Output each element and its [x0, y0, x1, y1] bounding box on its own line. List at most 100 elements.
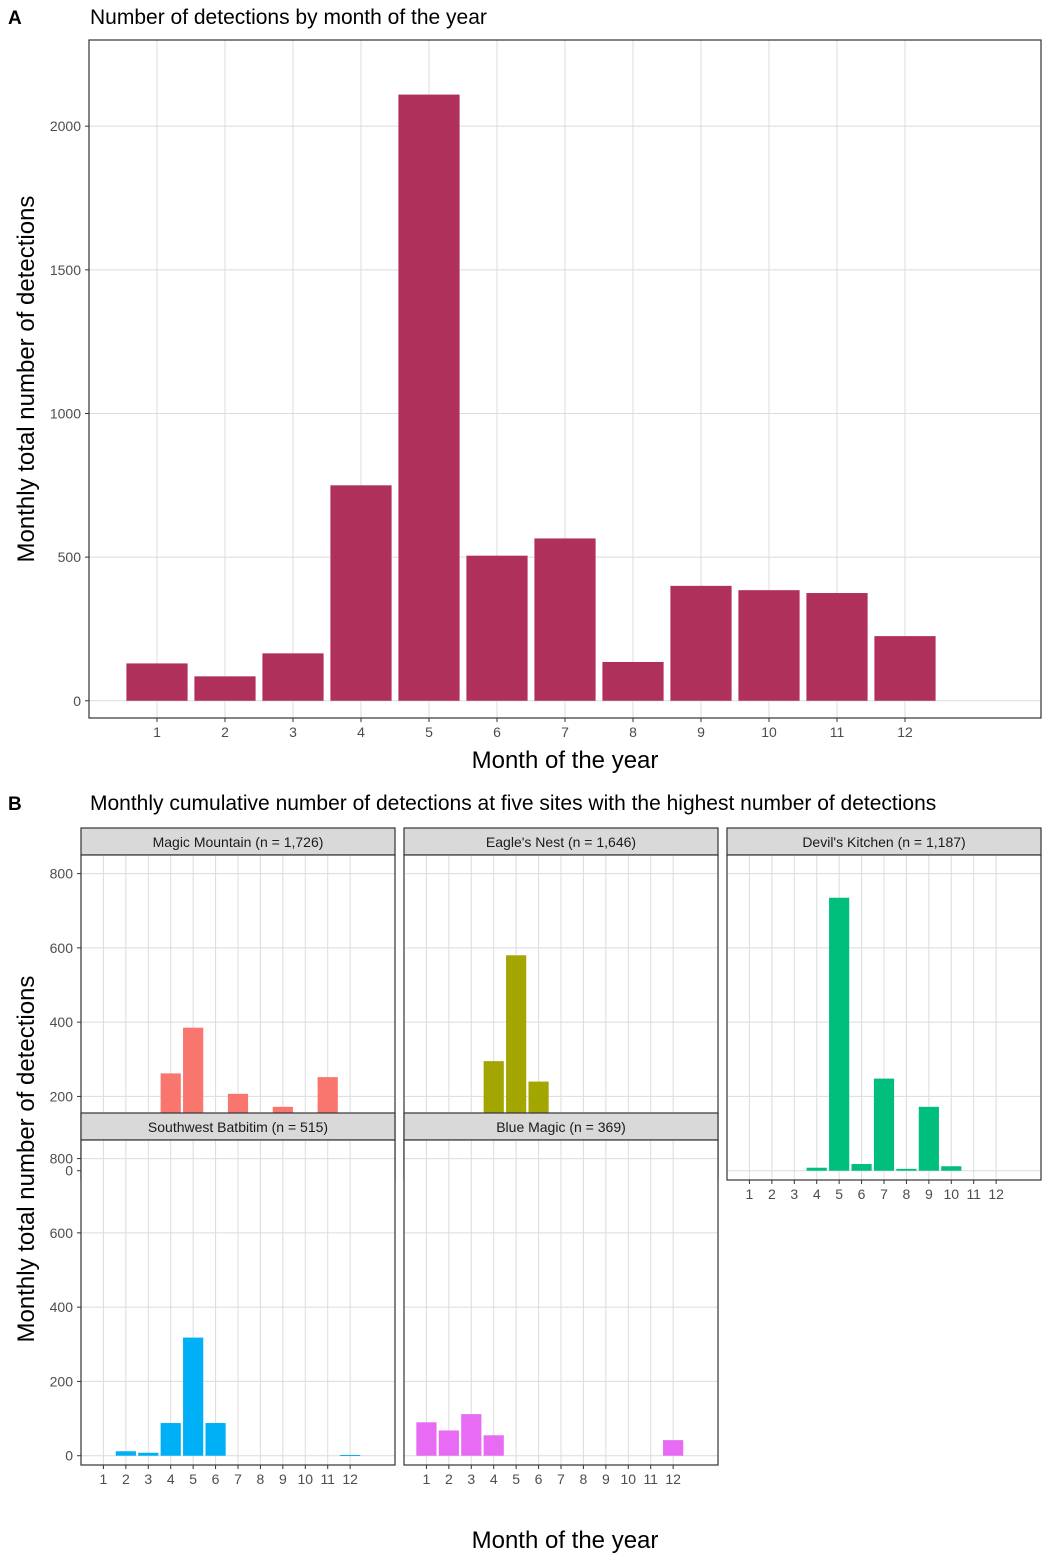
panel-b-x-axis-title: Month of the year — [472, 1527, 659, 1554]
facet-3-x-tick-label: 10 — [943, 1186, 959, 1202]
panel-a-x-tick-label: 2 — [221, 724, 229, 740]
facet-5-x-tick-label: 12 — [665, 1471, 681, 1487]
panel-a-title: Number of detections by month of the yea… — [90, 6, 487, 29]
panel-a-x-tick-label: 8 — [629, 724, 637, 740]
facet-5-x-tick-label: 3 — [467, 1471, 475, 1487]
panel-a-x-tick-label: 1 — [153, 724, 161, 740]
facet-3-x-tick-label: 5 — [835, 1186, 843, 1202]
facet-4-bar-month-6 — [205, 1423, 226, 1456]
panel-a-y-tick-label: 2000 — [50, 118, 81, 134]
facet-5-bar-month-1 — [416, 1422, 437, 1456]
facet-3-x-tick-label: 4 — [813, 1186, 821, 1202]
facet-4-x-tick-label: 4 — [167, 1471, 175, 1487]
panel-a-x-tick-label: 9 — [697, 724, 705, 740]
facet-4-x-tick-label: 11 — [320, 1471, 335, 1487]
facet-5: Blue Magic (n = 369)1 2 3 4 5 6 7 8 9 10 11 12 — [403, 1112, 719, 1487]
facet-3-bar-month-7 — [873, 1078, 895, 1171]
facet-3-bar-month-8 — [896, 1168, 917, 1171]
panel-a-bar-month-9 — [670, 585, 732, 701]
panel-a-y-tick-label: 500 — [58, 549, 82, 565]
panel-a-bar-month-4 — [330, 485, 392, 701]
facet-4-y-tick-label: 400 — [50, 1299, 74, 1315]
panel-a-x-tick-label: 5 — [425, 724, 433, 740]
panel-a-x-tick-label: 11 — [830, 724, 845, 740]
facet-1-y-tick-label: 0 — [65, 1163, 73, 1179]
facet-4-strip-label: Southwest Batbitim (n = 515) — [148, 1119, 328, 1135]
facet-3-bar-month-5 — [829, 897, 850, 1171]
facet-5-x-tick-label: 1 — [423, 1471, 431, 1487]
facet-4-y-tick-label: 600 — [50, 1225, 74, 1241]
facet-3-x-tick-label: 12 — [988, 1186, 1004, 1202]
facet-4: Southwest Batbitim (n = 515)020040060080… — [50, 1112, 396, 1487]
facet-4-bar-month-12 — [340, 1454, 361, 1456]
panel-b-label: B — [8, 794, 22, 815]
facet-1-y-tick-label: 600 — [50, 940, 74, 956]
facet-4-y-tick-label: 800 — [50, 1151, 74, 1167]
facet-5-x-tick-label: 5 — [512, 1471, 520, 1487]
panel-a-x-axis-title: Month of the year — [472, 747, 659, 774]
facet-4-bar-month-4 — [160, 1423, 181, 1456]
facet-1-y-tick-label: 800 — [50, 866, 74, 882]
panel-a-y-tick-label: 1000 — [50, 405, 81, 421]
facet-5-x-tick-label: 10 — [620, 1471, 636, 1487]
panel-a-x-tick-label: 6 — [493, 724, 501, 740]
panel-a-bar-month-5 — [398, 94, 460, 701]
panel-a-x-tick-label: 10 — [761, 724, 777, 740]
facet-3-x-tick-label: 11 — [966, 1186, 981, 1202]
facet-5-bar-month-2 — [438, 1430, 459, 1456]
facet-4-y-tick-label: 200 — [50, 1373, 74, 1389]
facet-3-x-tick-label: 1 — [746, 1186, 754, 1202]
panel-a-bar-month-12 — [874, 636, 936, 701]
panel-a-y-axis-title: Monthly total number of detections — [13, 196, 40, 563]
panel-a-x-tick-label: 3 — [289, 724, 297, 740]
facet-5-bar-month-4 — [483, 1435, 504, 1456]
facet-4-x-tick-label: 5 — [189, 1471, 197, 1487]
panel-a-bar-month-7 — [534, 538, 596, 701]
facet-5-x-tick-label: 4 — [490, 1471, 498, 1487]
facet-4-y-tick-label: 0 — [65, 1448, 73, 1464]
facet-1-y-tick-label: 400 — [50, 1014, 74, 1030]
facet-3-x-tick-label: 6 — [858, 1186, 866, 1202]
panel-b-facets: Magic Mountain (n = 1,726) 0 200 400 600 800 E… — [50, 827, 1042, 1487]
facet-4-x-tick-label: 10 — [297, 1471, 313, 1487]
facet-3-bar-month-9 — [918, 1106, 939, 1171]
facet-5-x-tick-label: 8 — [580, 1471, 588, 1487]
facet-3-bar-month-10 — [941, 1166, 962, 1171]
panel-b-title: Monthly cumulative number of detections … — [90, 792, 936, 815]
facet-5-strip — [403, 1112, 719, 1141]
facet-4-x-tick-label: 8 — [257, 1471, 265, 1487]
facet-1-strip — [80, 827, 396, 856]
panel-a-bar-month-10 — [738, 590, 800, 701]
facet-3: Devil's Kitchen (n = 1,187)1 2 3 4 5 6 7 8 9 10 11… — [726, 827, 1042, 1202]
panel-a-x-tick-label: 7 — [561, 724, 569, 740]
panel-a-bar-month-6 — [466, 555, 528, 701]
facet-4-x-tick-label: 12 — [342, 1471, 358, 1487]
facet-4-bar-month-5 — [183, 1337, 204, 1456]
facet-5-x-tick-label: 2 — [445, 1471, 453, 1487]
facet-5-x-tick-label: 11 — [643, 1471, 658, 1487]
facet-4-x-tick-label: 6 — [212, 1471, 220, 1487]
facet-4-strip — [80, 1112, 396, 1141]
facet-4-bar-month-3 — [138, 1452, 159, 1456]
facet-5-x-tick-label: 6 — [535, 1471, 543, 1487]
facet-1-strip-label: Magic Mountain (n = 1,726) — [153, 834, 324, 850]
panel-a-x-tick-label: 4 — [357, 724, 365, 740]
facet-4-x-tick-label: 3 — [144, 1471, 152, 1487]
facet-4-x-tick-label: 9 — [279, 1471, 287, 1487]
facet-3-bar-month-6 — [851, 1164, 872, 1171]
facet-3-x-tick-label: 2 — [768, 1186, 776, 1202]
facet-2-strip — [403, 827, 719, 856]
facet-4-x-tick-label: 7 — [234, 1471, 242, 1487]
panel-a-y-tick-label: 1500 — [50, 262, 81, 278]
facet-3-strip-label: Devil's Kitchen (n = 1,187) — [802, 834, 965, 850]
facet-5-x-tick-label: 9 — [602, 1471, 610, 1487]
panel-a-bar-month-2 — [194, 676, 256, 701]
facet-3-bar-month-4 — [806, 1167, 827, 1171]
facet-4-bar-month-2 — [115, 1451, 136, 1456]
facet-5-bar-month-3 — [461, 1414, 482, 1456]
panel-a-label: A — [8, 8, 22, 29]
panel-a-bar-month-3 — [262, 653, 324, 701]
facet-3-x-tick-label: 3 — [790, 1186, 798, 1202]
